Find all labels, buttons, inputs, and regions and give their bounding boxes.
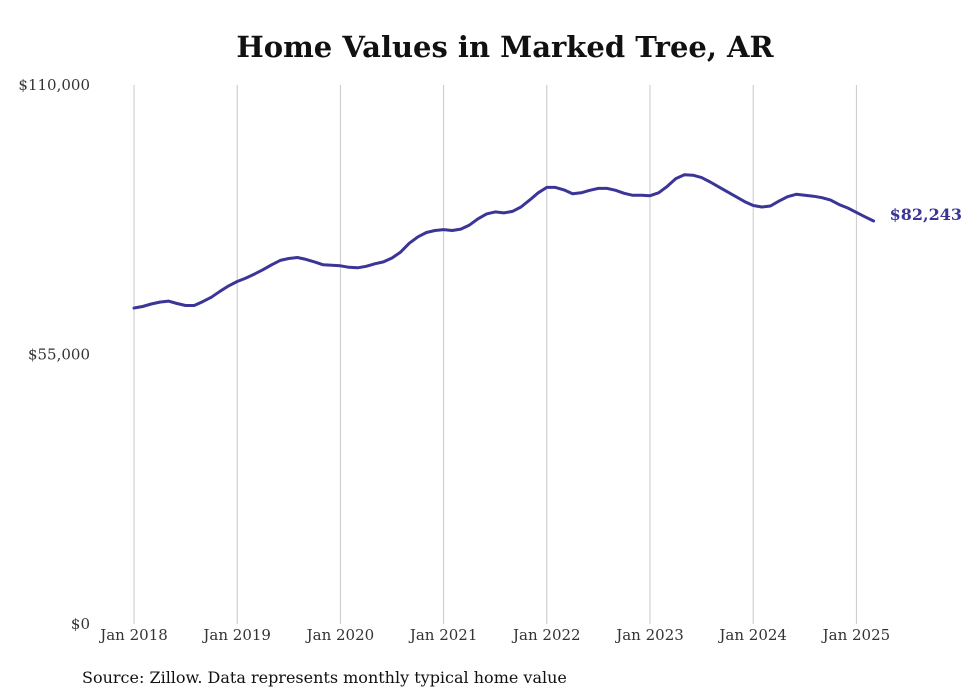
y-tick-label: $0 bbox=[71, 615, 90, 633]
x-tick-label: Jan 2018 bbox=[98, 626, 168, 644]
y-tick-label: $55,000 bbox=[28, 346, 90, 364]
grid-lines bbox=[133, 85, 857, 624]
series-layer bbox=[132, 173, 876, 310]
chart-title: Home Values in Marked Tree, AR bbox=[236, 30, 774, 64]
x-tick-label: Jan 2022 bbox=[511, 626, 581, 644]
x-axis-ticks: Jan 2018 Jan 2019 Jan 2020 Jan 2021 Jan 2022… bbox=[98, 626, 890, 644]
x-tick-label: Jan 2021 bbox=[408, 626, 478, 644]
end-value-label-layer: $82,243 bbox=[890, 205, 962, 224]
x-tick-label: Jan 2024 bbox=[717, 626, 787, 644]
series-line bbox=[132, 173, 876, 310]
y-axis-ticks: $0 $55,000 $110,000 bbox=[18, 76, 90, 633]
end-value-label: $82,243 bbox=[890, 205, 962, 224]
x-tick-label: Jan 2020 bbox=[305, 626, 375, 644]
x-tick-label: Jan 2019 bbox=[201, 626, 271, 644]
x-tick-label: Jan 2025 bbox=[821, 626, 891, 644]
source-note: Source: Zillow. Data represents monthly … bbox=[82, 668, 567, 687]
x-tick-label: Jan 2023 bbox=[614, 626, 684, 644]
y-tick-label: $110,000 bbox=[18, 76, 90, 94]
